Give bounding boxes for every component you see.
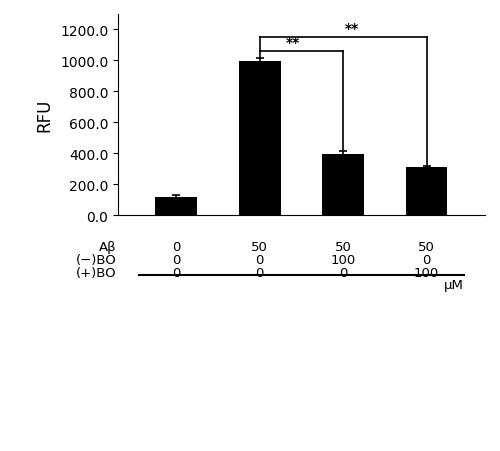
Text: 0: 0 [339,267,347,280]
Bar [156,197,197,216]
Text: 0: 0 [256,267,264,280]
Text: 0: 0 [172,267,180,280]
Text: (+)BO: (+)BO [76,267,116,280]
Text: 50: 50 [334,240,351,253]
Text: 0: 0 [172,240,180,253]
Text: (−)BO: (−)BO [76,253,116,267]
Text: 0: 0 [172,253,180,267]
Bar [322,155,364,216]
Text: 100: 100 [330,253,356,267]
Bar [406,168,448,216]
Text: Aβ: Aβ [98,240,116,253]
Text: 100: 100 [414,267,439,280]
Y-axis label: RFU: RFU [35,99,53,132]
Text: 50: 50 [252,240,268,253]
Text: 0: 0 [256,253,264,267]
Bar [239,62,281,216]
Text: **: ** [344,22,358,36]
Text: 50: 50 [418,240,435,253]
Text: μM: μM [444,278,464,291]
Text: **: ** [286,36,300,50]
Text: 0: 0 [422,253,431,267]
